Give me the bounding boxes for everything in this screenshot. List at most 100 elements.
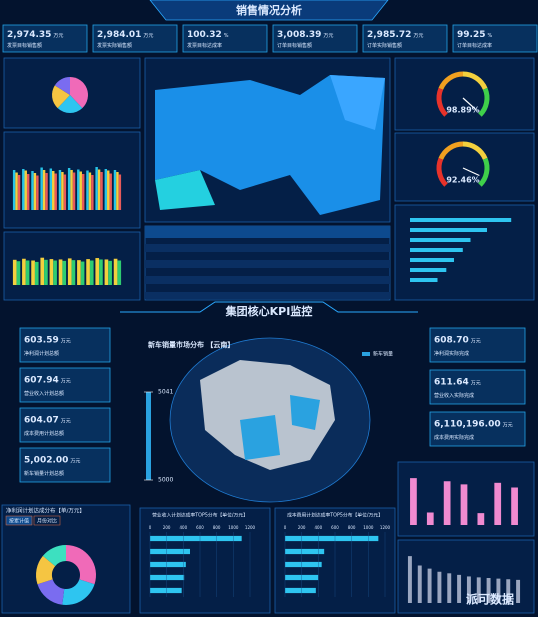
bar bbox=[36, 175, 39, 210]
kpi-unit: 万元 bbox=[61, 338, 71, 344]
bar bbox=[410, 228, 487, 232]
kpi-label: 净利润实际完成 bbox=[434, 350, 469, 357]
bar bbox=[97, 169, 101, 210]
kpi-value: 2,985.72 bbox=[367, 30, 411, 40]
bar bbox=[426, 512, 434, 525]
bar bbox=[17, 175, 21, 210]
bar bbox=[417, 565, 422, 603]
bar bbox=[12, 170, 16, 210]
bar bbox=[407, 556, 412, 603]
x-tick-label: 600 bbox=[196, 525, 204, 530]
bar bbox=[77, 260, 81, 285]
bar bbox=[89, 260, 94, 285]
bar bbox=[58, 259, 63, 285]
kpi-label: 发票实际销售额 bbox=[97, 42, 132, 49]
panel bbox=[139, 507, 271, 614]
bar bbox=[285, 548, 325, 555]
panel-title: 净利润计划达成分布【单/万元】 bbox=[6, 507, 85, 515]
bar bbox=[410, 238, 471, 242]
bar bbox=[79, 171, 82, 210]
kpi-label: 营业收入实际完成 bbox=[434, 392, 474, 399]
bar bbox=[26, 174, 30, 210]
x-tick-label: 600 bbox=[331, 525, 339, 530]
kpi-unit: 万元 bbox=[503, 422, 513, 428]
bar bbox=[81, 174, 85, 210]
bar bbox=[80, 261, 85, 285]
map-region bbox=[155, 75, 385, 215]
x-tick-label: 1200 bbox=[245, 525, 256, 530]
gauge-arc bbox=[436, 87, 448, 117]
bar bbox=[33, 173, 37, 210]
pie-slice bbox=[70, 77, 88, 109]
map-region bbox=[200, 360, 335, 470]
kpi-card bbox=[19, 367, 111, 403]
bar bbox=[52, 171, 55, 210]
tab bbox=[5, 515, 33, 526]
tab bbox=[33, 515, 61, 526]
kpi-label: 发票目标达成率 bbox=[187, 42, 222, 49]
bar bbox=[116, 172, 119, 210]
kpi-card bbox=[452, 24, 538, 53]
kpi-value: 607.94 bbox=[24, 376, 59, 386]
kpi-unit: % bbox=[487, 33, 492, 39]
pie-slice bbox=[52, 85, 70, 109]
x-tick-label: 800 bbox=[213, 525, 221, 530]
pie-slice bbox=[37, 579, 65, 605]
bar bbox=[63, 174, 67, 210]
bar bbox=[104, 259, 109, 285]
bar bbox=[40, 167, 43, 210]
kpi-unit: 万元 bbox=[471, 338, 481, 344]
bar bbox=[58, 170, 62, 210]
bar bbox=[95, 258, 100, 285]
kpi-value: 5,002.00 bbox=[24, 456, 68, 466]
pie-slice bbox=[35, 555, 56, 585]
bar bbox=[25, 260, 30, 285]
gauge-needle bbox=[462, 97, 477, 111]
bar bbox=[427, 568, 432, 603]
bar bbox=[31, 171, 34, 210]
bar bbox=[113, 170, 117, 210]
table-header bbox=[145, 226, 390, 238]
kpi-label: 新车销量计划总额 bbox=[24, 470, 64, 477]
gauge-arc bbox=[478, 157, 490, 187]
x-tick-label: 400 bbox=[315, 525, 323, 530]
bar bbox=[91, 175, 94, 210]
kpi-card bbox=[19, 407, 111, 443]
bar bbox=[86, 259, 90, 285]
map-region bbox=[240, 415, 280, 460]
bar bbox=[31, 260, 35, 285]
bar bbox=[437, 571, 442, 603]
map-title: 新车销量市场分布 【云南】 bbox=[148, 340, 234, 349]
pie-slice bbox=[42, 545, 66, 567]
bar bbox=[70, 170, 73, 210]
kpi-card bbox=[19, 327, 111, 363]
bar bbox=[107, 170, 110, 210]
kpi-value: 3,008.39 bbox=[277, 30, 321, 40]
pie-slice bbox=[62, 579, 95, 605]
bar bbox=[44, 259, 48, 285]
kpi-value: 2,974.35 bbox=[7, 30, 51, 40]
title: 销售情况分析 bbox=[236, 3, 302, 17]
kpi-card bbox=[19, 447, 111, 483]
pie-slice bbox=[54, 77, 70, 95]
kpi-unit: 万元 bbox=[471, 380, 481, 386]
watermark: 派可数据 bbox=[466, 592, 514, 607]
color-scale bbox=[146, 392, 151, 480]
bar bbox=[410, 278, 438, 282]
x-tick-label: 800 bbox=[348, 525, 356, 530]
gauge-arc bbox=[462, 71, 488, 90]
section-title: 集团核心KPI监控 bbox=[225, 304, 313, 318]
pie-slice bbox=[66, 545, 96, 585]
kpi-unit: 万元 bbox=[53, 33, 63, 39]
bar bbox=[117, 260, 122, 285]
bar bbox=[61, 172, 64, 210]
bar bbox=[494, 482, 502, 525]
bar bbox=[71, 260, 76, 285]
bar bbox=[460, 484, 468, 525]
bar bbox=[150, 548, 190, 555]
bar bbox=[118, 174, 122, 210]
kpi-label: 发票目标销售额 bbox=[7, 42, 42, 49]
bar bbox=[447, 573, 452, 603]
kpi-label: 成本费用计划总额 bbox=[24, 430, 64, 437]
